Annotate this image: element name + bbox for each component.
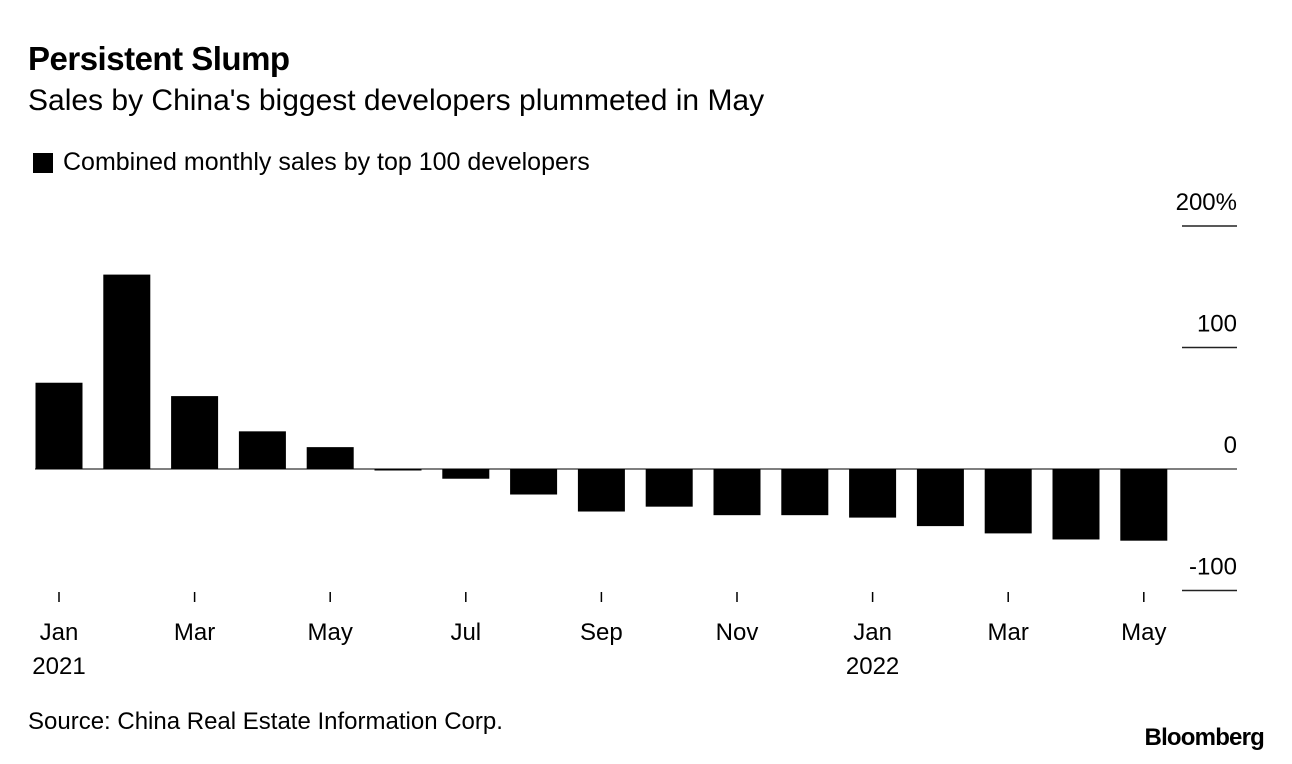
bar (238, 431, 286, 469)
bar (306, 447, 354, 469)
bar (781, 469, 829, 516)
legend-label: Combined monthly sales by top 100 develo… (63, 148, 590, 176)
gridlines (35, 225, 1237, 592)
bar (442, 469, 490, 479)
y-tick-label: -100 (1189, 554, 1237, 581)
x-tick-label: Jul (450, 619, 481, 646)
x-tick-label: May (308, 619, 353, 646)
x-tick-year-label: 2021 (32, 653, 85, 680)
x-tick-label: Mar (988, 619, 1029, 646)
legend-swatch (33, 152, 53, 173)
chart-subtitle: Sales by China's biggest developers plum… (28, 84, 765, 117)
bloomberg-logo: Bloomberg (1144, 724, 1265, 751)
bar (1052, 469, 1100, 540)
bar (171, 396, 219, 469)
bar (35, 382, 83, 469)
x-tick-year-label: 2022 (846, 653, 899, 680)
y-axis: 200% 100 0 -100 (1176, 189, 1237, 581)
x-tick-label: Mar (174, 619, 215, 646)
bars (35, 274, 1168, 541)
y-tick-label: 0 (1224, 432, 1237, 459)
bar (645, 469, 693, 507)
bar (984, 469, 1032, 534)
legend: Combined monthly sales by top 100 develo… (33, 148, 590, 177)
bar (1120, 469, 1168, 541)
y-tick-label: 200% (1176, 189, 1237, 216)
bar (374, 469, 422, 471)
x-tick-label: Nov (716, 619, 759, 646)
bar (510, 469, 558, 495)
bar (713, 469, 761, 516)
x-axis: Jan 2021 Mar May Jul Sep Nov Jan 2022 Mar May (32, 592, 1166, 680)
bar (103, 274, 151, 469)
bar (916, 469, 964, 527)
x-tick-label: Jan (40, 619, 79, 646)
x-tick-label: May (1121, 619, 1166, 646)
x-tick-label: Sep (580, 619, 623, 646)
bar (577, 469, 625, 512)
x-tick-label: Jan (853, 619, 892, 646)
chart-title: Persistent Slump (28, 40, 290, 77)
bar (849, 469, 897, 518)
y-tick-label: 100 (1197, 311, 1237, 338)
source-note: Source: China Real Estate Information Co… (28, 708, 503, 735)
